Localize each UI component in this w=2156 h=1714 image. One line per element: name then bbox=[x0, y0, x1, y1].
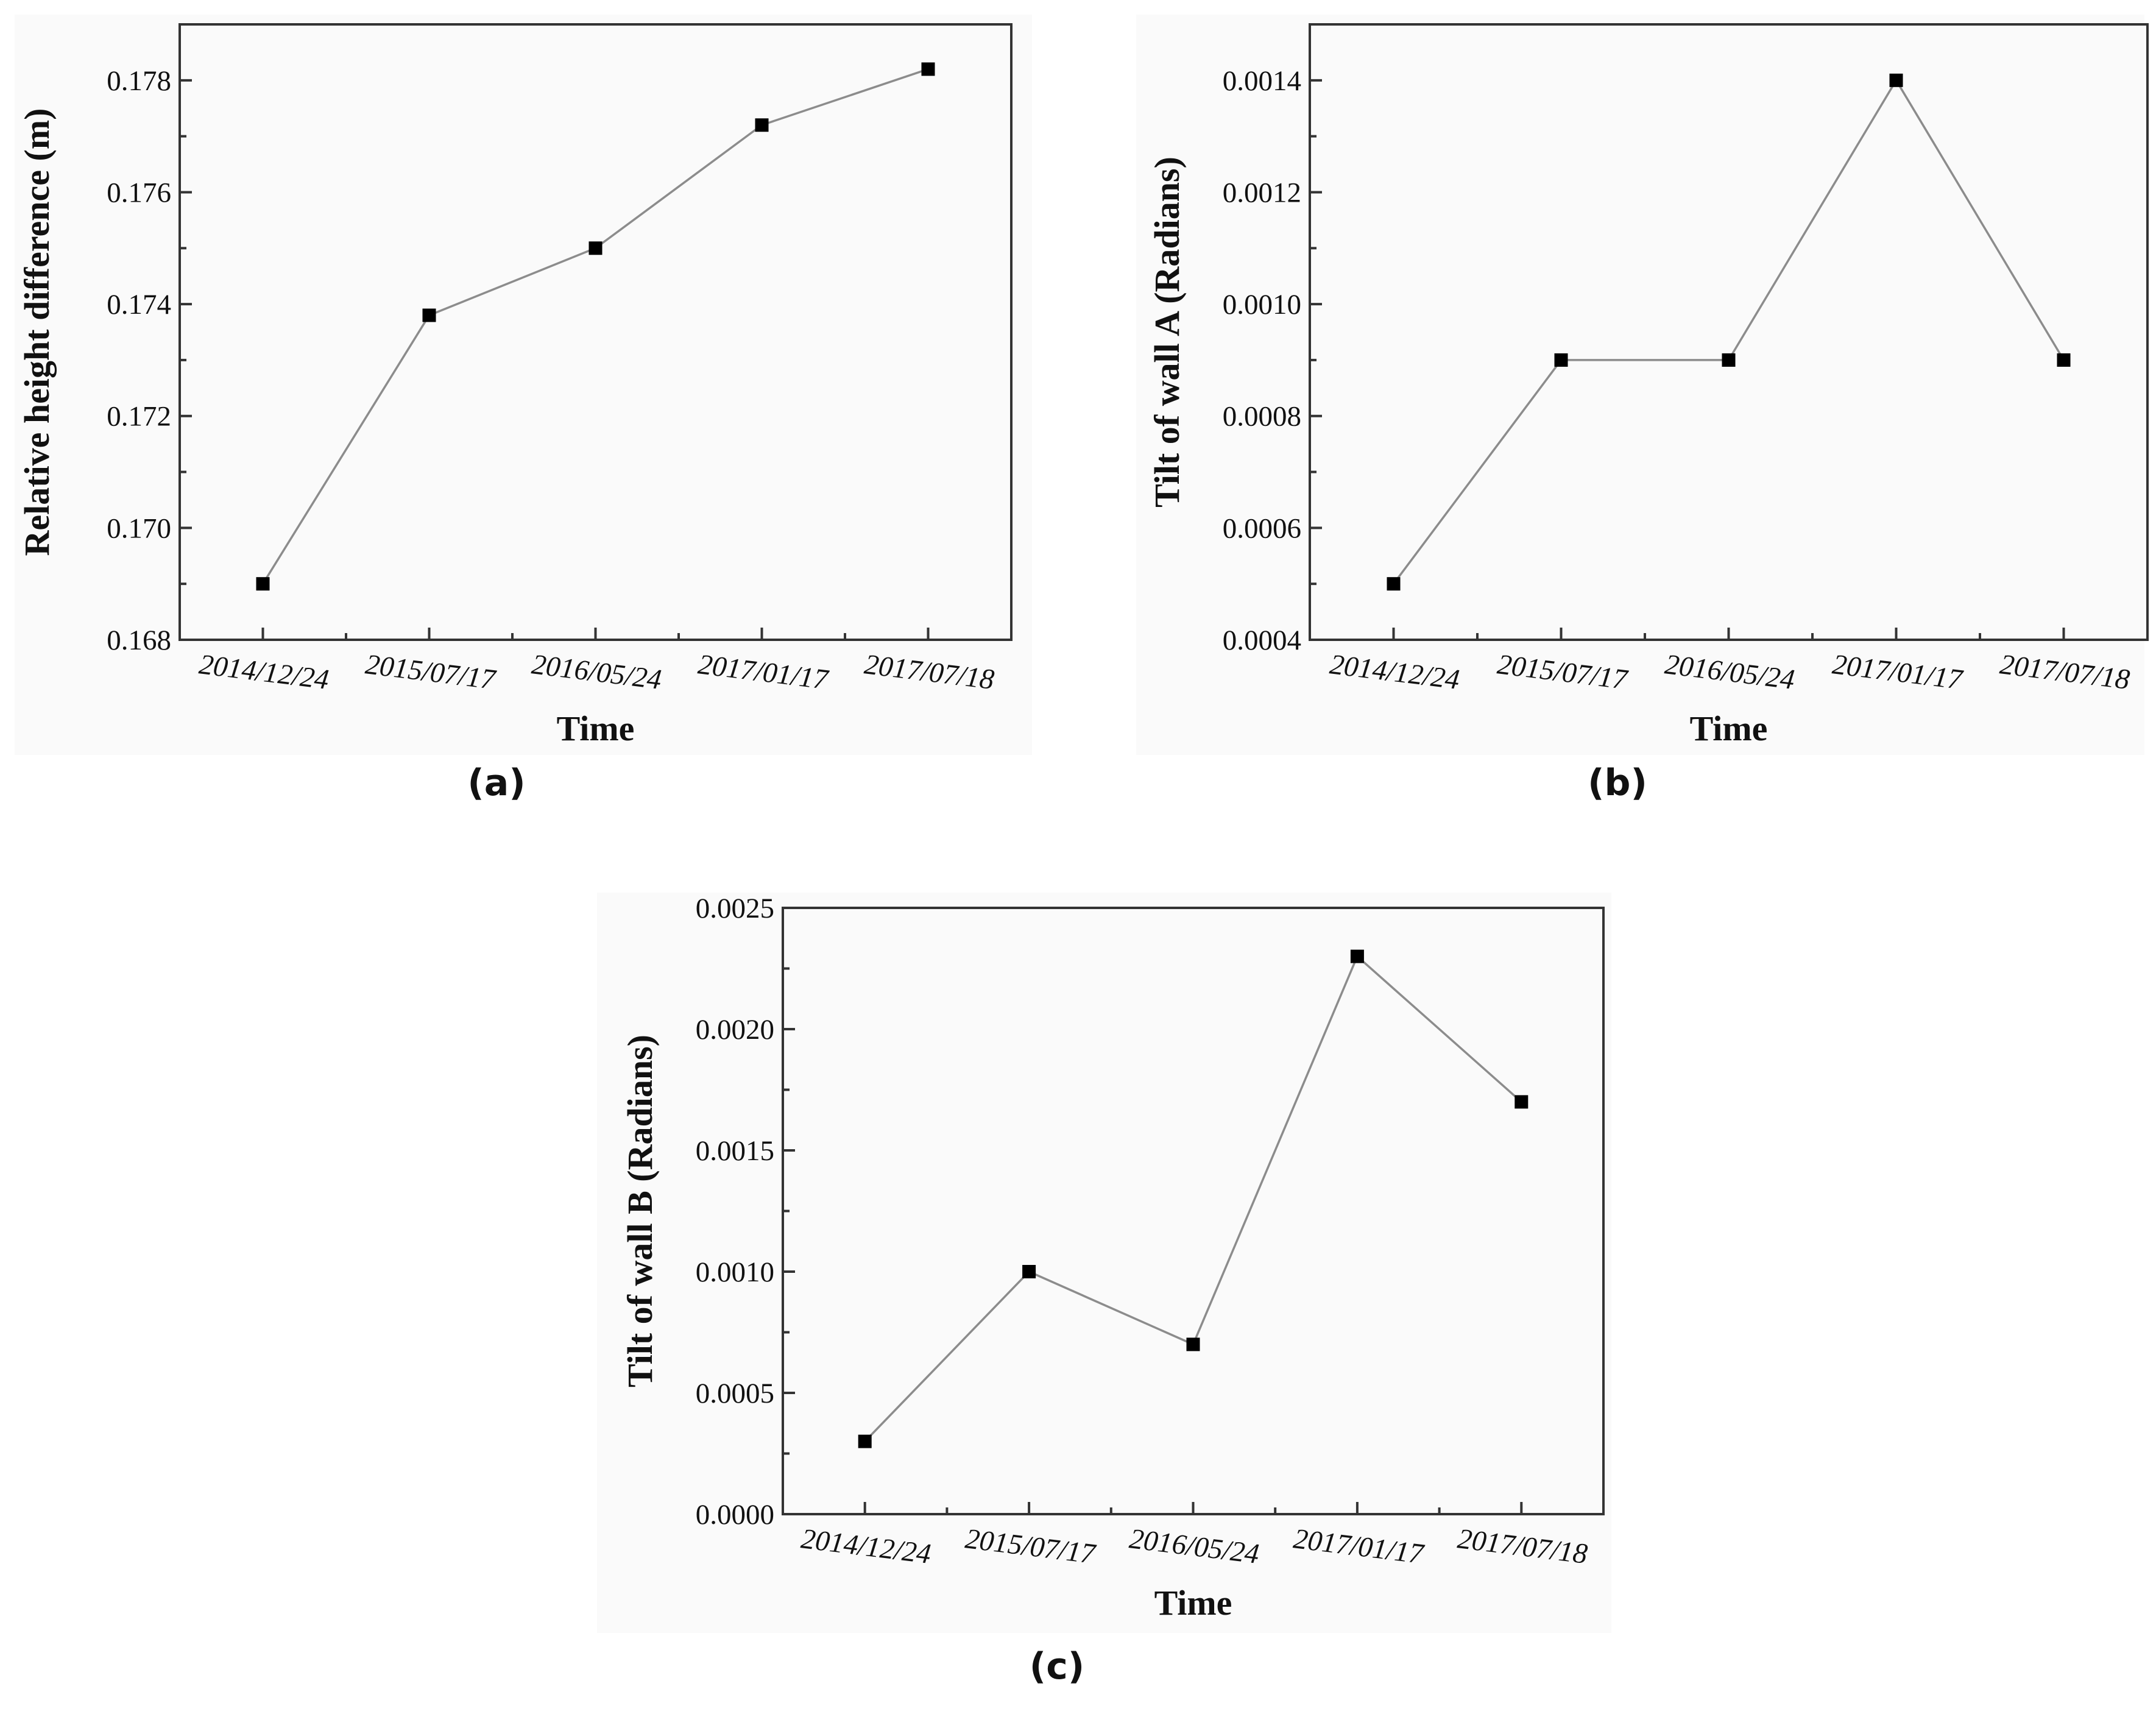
y-tick-label: 0.174 bbox=[107, 289, 171, 320]
data-point-marker bbox=[1554, 353, 1568, 367]
panel-caption: (b) bbox=[1588, 762, 1647, 804]
plot-frame bbox=[1309, 23, 2149, 641]
y-tick-label: 0.0012 bbox=[1223, 177, 1301, 208]
data-point-marker bbox=[422, 308, 436, 322]
y-tick-label: 0.176 bbox=[107, 177, 171, 208]
chart-panel-2: 0.00000.00050.00100.00150.00200.00252014… bbox=[597, 893, 1611, 1688]
panel-background bbox=[597, 893, 1611, 1633]
y-tick-label: 0.178 bbox=[107, 65, 171, 97]
data-point-marker bbox=[858, 1434, 872, 1448]
data-point-marker bbox=[1387, 577, 1401, 591]
y-tick-label: 0.172 bbox=[107, 401, 171, 433]
panel-background bbox=[1136, 15, 2144, 755]
y-tick-label: 0.168 bbox=[107, 625, 171, 656]
y-tick-label: 0.0004 bbox=[1223, 625, 1301, 656]
y-tick-label: 0.0006 bbox=[1223, 512, 1301, 544]
data-point-marker bbox=[921, 62, 935, 76]
chart-panel-1: 0.00040.00060.00080.00100.00120.00142014… bbox=[1136, 15, 2149, 804]
y-tick-label: 0.170 bbox=[107, 512, 171, 544]
data-point-marker bbox=[1722, 353, 1736, 367]
x-axis-title: Time bbox=[1154, 1583, 1232, 1623]
y-tick-label: 0.0014 bbox=[1223, 65, 1301, 97]
y-tick-label: 0.0010 bbox=[1223, 289, 1301, 320]
data-point-marker bbox=[1022, 1265, 1036, 1278]
panel-caption: (c) bbox=[1030, 1645, 1084, 1688]
y-axis-title: Tilt of wall A (Radians) bbox=[1147, 157, 1187, 508]
chart-panel-0: 0.1680.1700.1720.1740.1760.1782014/12/24… bbox=[15, 15, 1032, 804]
x-axis-title: Time bbox=[1690, 709, 1768, 748]
y-tick-label: 0.0010 bbox=[696, 1256, 774, 1288]
panel-caption: (a) bbox=[467, 762, 525, 804]
y-tick-label: 0.0005 bbox=[696, 1378, 774, 1409]
y-tick-label: 0.0025 bbox=[696, 893, 774, 924]
y-axis-title: Relative height difference (m) bbox=[17, 108, 57, 556]
data-point-marker bbox=[1350, 949, 1364, 963]
plot-frame bbox=[782, 907, 1605, 1515]
x-axis-title: Time bbox=[557, 709, 635, 748]
y-tick-label: 0.0015 bbox=[696, 1135, 774, 1167]
data-point-marker bbox=[2057, 353, 2071, 367]
y-axis-title: Tilt of wall B (Radians) bbox=[620, 1035, 660, 1387]
data-point-marker bbox=[1515, 1095, 1529, 1109]
data-point-marker bbox=[256, 577, 270, 591]
data-point-marker bbox=[755, 118, 769, 132]
data-point-marker bbox=[1186, 1337, 1200, 1351]
plot-frame bbox=[178, 23, 1013, 641]
panel-background bbox=[15, 15, 1032, 755]
y-tick-label: 0.0020 bbox=[696, 1014, 774, 1046]
y-tick-label: 0.0008 bbox=[1223, 401, 1301, 433]
y-tick-label: 0.0000 bbox=[696, 1499, 774, 1531]
data-point-marker bbox=[588, 241, 603, 255]
data-point-marker bbox=[1889, 73, 1903, 87]
